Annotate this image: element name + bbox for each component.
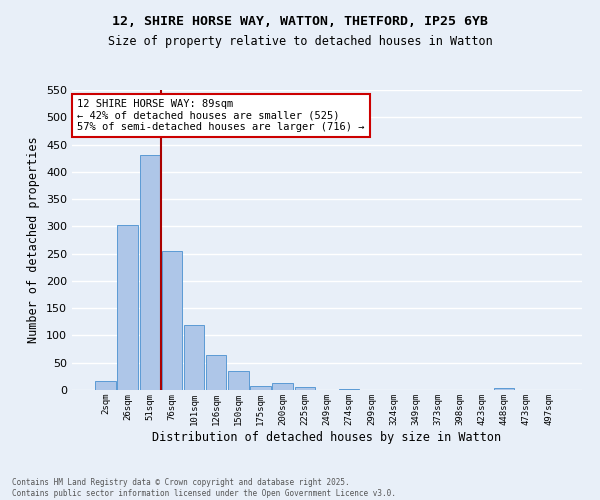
Bar (339, 389, 359, 390)
Text: Contains HM Land Registry data © Crown copyright and database right 2025.
Contai: Contains HM Land Registry data © Crown c… (12, 478, 396, 498)
Y-axis label: Number of detached properties: Number of detached properties (28, 136, 40, 344)
Bar (140, 156, 160, 390)
Bar (295, 388, 315, 390)
Bar (206, 355, 226, 390)
Bar (161, 251, 182, 390)
Text: Size of property relative to detached houses in Watton: Size of property relative to detached ho… (107, 35, 493, 48)
Bar (228, 371, 248, 390)
Bar (494, 388, 514, 390)
Bar (250, 386, 271, 390)
Text: 12 SHIRE HORSE WAY: 89sqm
← 42% of detached houses are smaller (525)
57% of semi: 12 SHIRE HORSE WAY: 89sqm ← 42% of detac… (77, 99, 365, 132)
Bar (95, 380, 116, 390)
Text: 12, SHIRE HORSE WAY, WATTON, THETFORD, IP25 6YB: 12, SHIRE HORSE WAY, WATTON, THETFORD, I… (112, 15, 488, 28)
X-axis label: Distribution of detached houses by size in Watton: Distribution of detached houses by size … (152, 430, 502, 444)
Bar (184, 325, 204, 390)
Bar (118, 224, 138, 390)
Bar (272, 384, 293, 390)
